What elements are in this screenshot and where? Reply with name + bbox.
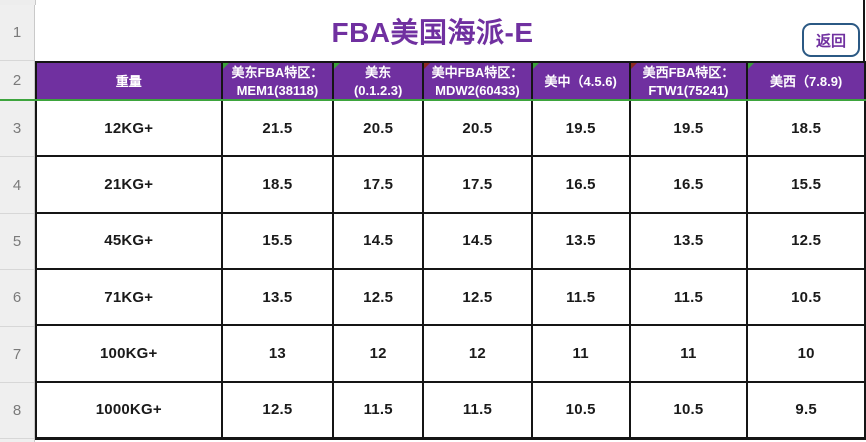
rate-cell[interactable]: 16.5 (533, 157, 631, 212)
rate-cell[interactable]: 9.5 (748, 382, 866, 437)
frozen-pane-line (0, 99, 866, 101)
back-button[interactable]: 返回 (802, 23, 860, 57)
rate-cell[interactable]: 18.5 (748, 101, 866, 156)
error-indicator-icon (222, 63, 229, 69)
row-number-6[interactable]: 6 (0, 270, 34, 327)
rate-cell[interactable]: 20.5 (334, 101, 425, 156)
header-line2: FTW1(75241) (648, 83, 729, 98)
rate-cell[interactable]: 10.5 (631, 382, 749, 437)
header-line2: MDW2(60433) (435, 83, 520, 98)
rate-cell[interactable]: 17.5 (334, 157, 425, 212)
page-title: FBA美国海派-E (331, 17, 534, 48)
rate-cell[interactable]: 10 (748, 326, 866, 381)
rate-cell[interactable]: 19.5 (631, 101, 749, 156)
header-cell-3[interactable]: 美中FBA特区： MDW2(60433) (424, 63, 533, 101)
header-line1: 美中（4.5.6) (544, 74, 617, 90)
weight-cell[interactable]: 71KG+ (37, 269, 223, 325)
header-cell-2[interactable]: 美东 (0.1.2.3) (334, 63, 425, 101)
title-row: FBA美国海派-E 返回 (35, 0, 866, 61)
weight-cell[interactable]: 12KG+ (37, 101, 223, 156)
table-body: 12KG+ 21.5 20.5 20.5 19.5 19.5 18.5 21KG+ 18.5 17… (35, 101, 866, 440)
header-cell-5[interactable]: 美西FBA特区： FTW1(75241) (630, 63, 749, 101)
header-line1: 美东FBA特区： (231, 65, 324, 81)
header-line1: 美东 (365, 65, 392, 81)
rate-cell[interactable]: 17.5 (424, 157, 533, 212)
header-line1: 美西FBA特区： (642, 65, 735, 81)
row-number-5[interactable]: 5 (0, 214, 34, 271)
rate-cell[interactable]: 15.5 (748, 157, 866, 212)
weight-cell[interactable]: 100KG+ (37, 326, 223, 381)
rate-cell[interactable]: 11.5 (424, 382, 533, 437)
rate-cell[interactable]: 16.5 (631, 157, 749, 212)
header-cell-4[interactable]: 美中（4.5.6) (532, 63, 631, 101)
rate-cell[interactable]: 10.5 (533, 382, 631, 437)
row-number-7[interactable]: 7 (0, 327, 34, 383)
rate-cell[interactable]: 11.5 (334, 382, 425, 437)
table-row: 1000KG+ 12.5 11.5 11.5 10.5 10.5 9.5 (37, 382, 866, 440)
table-row: 100KG+ 13 12 12 11 11 10 (37, 326, 866, 383)
header-line2: MEM1(38118) (236, 83, 319, 98)
header-line1: 重量 (115, 74, 142, 90)
table-row: 12KG+ 21.5 20.5 20.5 19.5 19.5 18.5 (37, 101, 866, 158)
header-line2: (0.1.2.3) (353, 83, 403, 98)
rate-cell[interactable]: 18.5 (223, 157, 335, 212)
rate-cell[interactable]: 12.5 (424, 269, 533, 325)
rate-cell[interactable]: 12.5 (748, 213, 866, 268)
gutter-corner (0, 0, 36, 5)
header-cell-1[interactable]: 美东FBA特区： MEM1(38118) (222, 63, 335, 101)
rate-cell[interactable]: 13.5 (223, 269, 335, 325)
row-number-1[interactable]: 1 (0, 5, 34, 61)
rate-cell[interactable]: 10.5 (748, 269, 866, 325)
row-number-2[interactable]: 2 (0, 61, 34, 101)
rate-cell[interactable]: 11.5 (631, 269, 749, 325)
rate-cell[interactable]: 19.5 (533, 101, 631, 156)
error-indicator-icon (334, 63, 341, 69)
header-cell-0[interactable]: 重量 (37, 63, 223, 101)
rate-cell[interactable]: 13.5 (533, 213, 631, 268)
table-row: 71KG+ 13.5 12.5 12.5 11.5 11.5 10.5 (37, 269, 866, 327)
rate-cell[interactable]: 12.5 (223, 382, 335, 437)
row-number-3[interactable]: 3 (0, 101, 34, 158)
rate-cell[interactable]: 12 (334, 326, 425, 381)
cell-border (863, 0, 865, 61)
weight-cell[interactable]: 1000KG+ (37, 382, 223, 437)
row-number-8[interactable]: 8 (0, 383, 34, 440)
rate-cell[interactable]: 12 (424, 326, 533, 381)
rate-cell[interactable]: 11.5 (533, 269, 631, 325)
row-number-4[interactable]: 4 (0, 157, 34, 214)
header-cell-6[interactable]: 美西（7.8.9) (748, 63, 866, 101)
rate-cell[interactable]: 14.5 (334, 213, 425, 268)
rate-cell[interactable]: 12.5 (334, 269, 425, 325)
rate-cell[interactable]: 11 (533, 326, 631, 381)
rate-cell[interactable]: 21.5 (223, 101, 335, 156)
table-row: 21KG+ 18.5 17.5 17.5 16.5 16.5 15.5 (37, 157, 866, 214)
error-indicator-icon (748, 63, 755, 69)
header-line1: 美中FBA特区： (431, 65, 524, 81)
rate-cell[interactable]: 15.5 (223, 213, 335, 268)
header-line1: 美西（7.8.9) (770, 74, 843, 90)
comment-indicator-icon (630, 63, 637, 69)
comment-indicator-icon (424, 63, 431, 69)
rate-cell[interactable]: 14.5 (424, 213, 533, 268)
weight-cell[interactable]: 21KG+ (37, 157, 223, 212)
header-row: 重量 美东FBA特区： MEM1(38118) 美东 (0.1.2.3) 美中FBA特区：… (35, 61, 866, 101)
rate-cell[interactable]: 13 (223, 326, 335, 381)
error-indicator-icon (532, 63, 539, 69)
table-row: 45KG+ 15.5 14.5 14.5 13.5 13.5 12.5 (37, 213, 866, 270)
rate-cell[interactable]: 11 (631, 326, 749, 381)
weight-cell[interactable]: 45KG+ (37, 213, 223, 268)
rate-cell[interactable]: 20.5 (424, 101, 533, 156)
rate-cell[interactable]: 13.5 (631, 213, 749, 268)
